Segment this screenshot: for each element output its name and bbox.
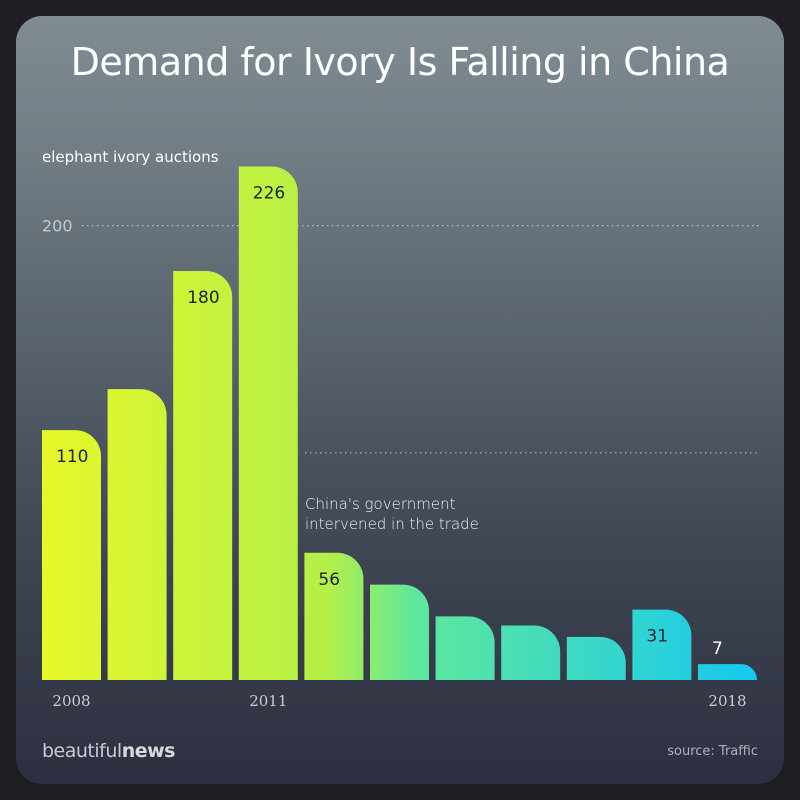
value-label: 7 [712,639,723,659]
bar-2011 [238,166,298,680]
chart-title: Demand for Ivory Is Falling in China [70,40,730,84]
bar-2008 [42,430,101,680]
bar-chart: 200 110 2008 180 226 2011 56 31 7 2018 [42,166,760,710]
annotation-line-2: intervened in the trade [305,515,479,533]
chart-card: Demand for Ivory Is Falling in China 200… [16,16,784,784]
brand-bold: news [121,740,176,762]
bar-2010 [173,271,233,680]
value-label: 110 [56,447,88,467]
bar-2012 [304,552,364,680]
value-label: 226 [253,184,285,204]
intervention-annotation: China's government intervened in the tra… [305,494,525,534]
annotation-line-1: China's government [305,495,456,513]
value-label: 180 [187,288,219,308]
x-tick-label: 2011 [249,692,287,710]
source-note: source: Traffic [667,744,758,759]
y-tick-label: 200 [42,217,73,236]
bar-2017 [632,609,692,680]
bar-2014 [435,616,495,680]
bar-2018 [698,664,757,680]
value-label: 31 [646,627,668,647]
bar-2013 [370,584,429,680]
x-tick-label: 2018 [708,692,746,710]
bar-2015 [501,625,561,680]
brand-light: beautiful [42,740,122,762]
bar-2016 [566,636,626,680]
value-label: 56 [318,570,340,590]
y-axis-label: elephant ivory auctions [42,148,219,166]
x-tick-label: 2008 [52,692,90,710]
brand-logo: beautifulnews [42,740,175,762]
bar-2009 [107,389,167,680]
